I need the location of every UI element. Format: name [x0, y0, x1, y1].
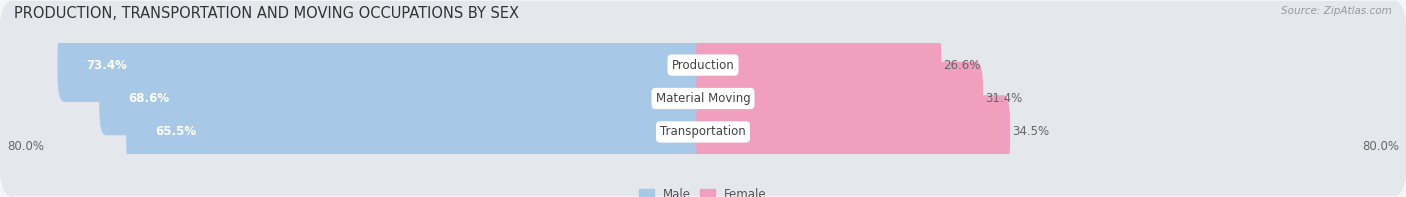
- FancyBboxPatch shape: [696, 28, 942, 102]
- FancyBboxPatch shape: [0, 68, 1406, 196]
- Legend: Male, Female: Male, Female: [640, 188, 766, 197]
- FancyBboxPatch shape: [0, 34, 1406, 163]
- FancyBboxPatch shape: [696, 95, 1010, 169]
- FancyBboxPatch shape: [127, 95, 710, 169]
- Text: 26.6%: 26.6%: [943, 59, 980, 72]
- Text: 34.5%: 34.5%: [1012, 125, 1049, 138]
- Text: 31.4%: 31.4%: [984, 92, 1022, 105]
- FancyBboxPatch shape: [58, 28, 710, 102]
- FancyBboxPatch shape: [696, 62, 983, 135]
- Text: 73.4%: 73.4%: [86, 59, 127, 72]
- Text: Production: Production: [672, 59, 734, 72]
- FancyBboxPatch shape: [0, 1, 1406, 129]
- Text: 80.0%: 80.0%: [1362, 140, 1399, 153]
- Text: 80.0%: 80.0%: [7, 140, 44, 153]
- Text: Material Moving: Material Moving: [655, 92, 751, 105]
- Text: Source: ZipAtlas.com: Source: ZipAtlas.com: [1281, 6, 1392, 16]
- Text: Transportation: Transportation: [661, 125, 745, 138]
- FancyBboxPatch shape: [100, 62, 710, 135]
- Text: 68.6%: 68.6%: [128, 92, 169, 105]
- Text: PRODUCTION, TRANSPORTATION AND MOVING OCCUPATIONS BY SEX: PRODUCTION, TRANSPORTATION AND MOVING OC…: [14, 6, 519, 21]
- Text: 65.5%: 65.5%: [155, 125, 195, 138]
